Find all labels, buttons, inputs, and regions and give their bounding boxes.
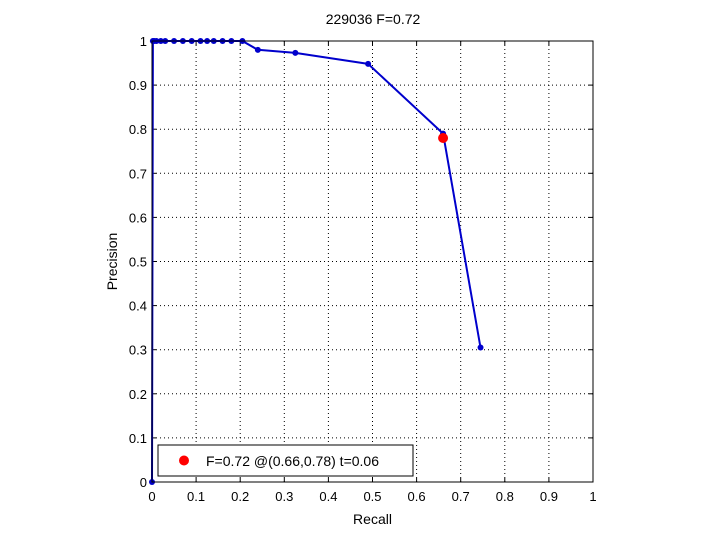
pr-curve-point [254, 46, 261, 53]
y-tick-label: 0.8 [129, 122, 147, 137]
y-tick-label: 0.2 [129, 387, 147, 402]
legend-box [157, 444, 414, 477]
legend: F=0.72 @(0.66,0.78) t=0.06 [157, 444, 414, 477]
y-tick-label: 1 [140, 34, 147, 49]
plot-frame [151, 40, 594, 483]
y-tick-label: 0.4 [129, 299, 147, 314]
y-tick-label: 0.6 [129, 210, 147, 225]
y-tick-label: 0.3 [129, 343, 147, 358]
x-tick-label: 1 [589, 489, 596, 504]
pr-curve-point [292, 49, 299, 56]
x-tick-label: 0.3 [275, 489, 293, 504]
legend-marker [179, 455, 189, 466]
x-tick-label: 0.1 [187, 489, 205, 504]
y-axis-label: Precision [104, 233, 120, 291]
x-tick-label: 0 [148, 489, 155, 504]
axes: 0 0.1 0.2 0.3 0.4 0.5 0.6 0.7 0.8 0.9 1 0 0.1 0.2 0.3 0… [129, 34, 597, 504]
y-tick-label: 0.9 [129, 78, 147, 93]
legend-label: F=0.72 @(0.66,0.78) t=0.06 [206, 453, 379, 469]
x-tick-label: 0.8 [496, 489, 514, 504]
chart-title: 229036 F=0.72 [326, 11, 421, 27]
y-tick-label: 0.7 [129, 166, 147, 181]
x-axis-label: Recall [353, 511, 392, 527]
pr-curve-point [365, 60, 372, 67]
y-tick-label: 0 [140, 475, 147, 490]
x-tick-label: 0.4 [319, 489, 337, 504]
y-tick-label: 0.1 [129, 431, 147, 446]
x-tick-label: 0.2 [231, 489, 249, 504]
grid-lines [152, 41, 593, 482]
pr-curve-point [477, 344, 484, 351]
x-tick-label: 0.6 [408, 489, 426, 504]
y-tick-label: 0.5 [129, 255, 147, 270]
x-tick-label: 0.9 [540, 489, 558, 504]
best-f-point [438, 133, 449, 144]
x-tick-label: 0.5 [363, 489, 381, 504]
x-tick-label: 0.7 [452, 489, 470, 504]
